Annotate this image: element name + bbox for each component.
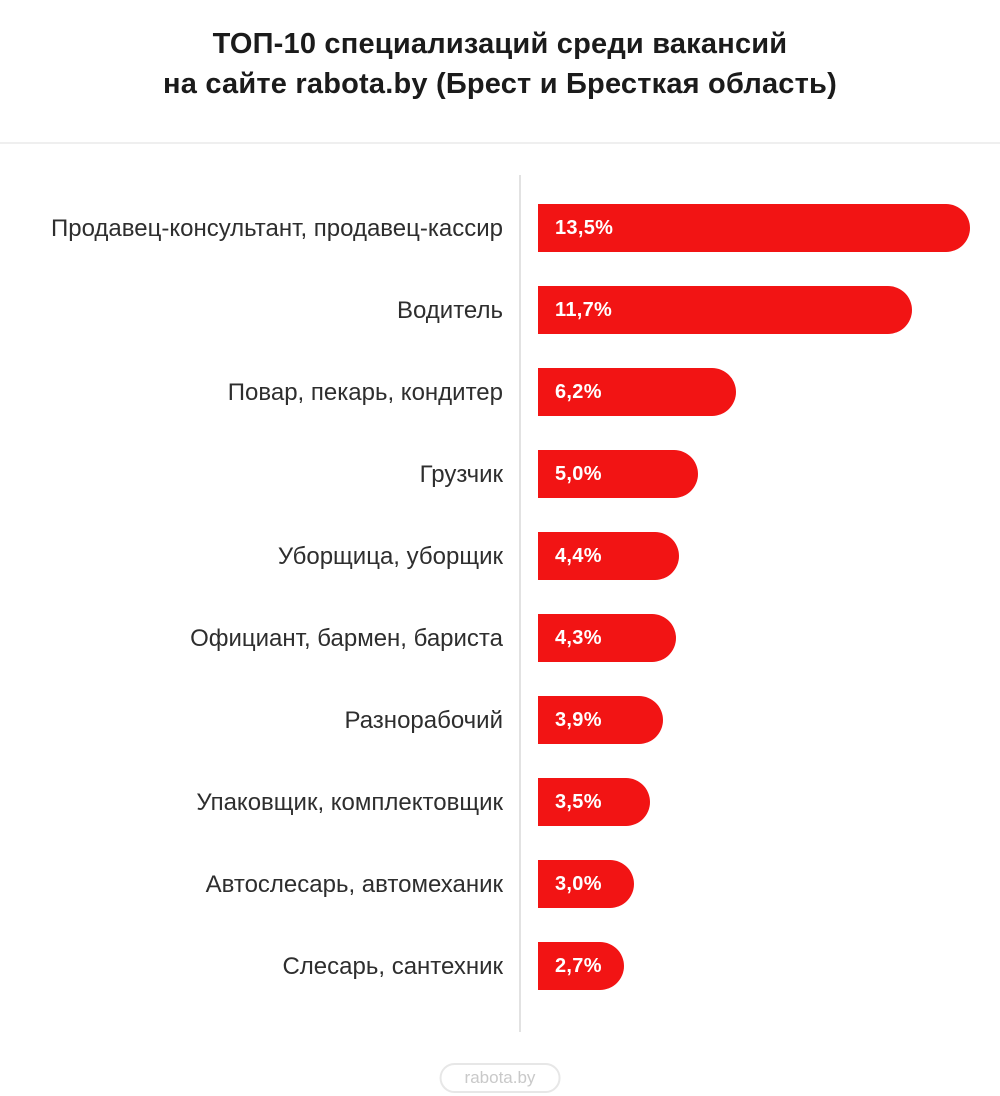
- value-label: 4,3%: [555, 626, 602, 649]
- bar: 4,4%: [538, 532, 679, 580]
- chart-row: Продавец-консультант, продавец-кассир 13,…: [0, 187, 1000, 269]
- bar-chart: Продавец-консультант, продавец-кассир 13,…: [0, 175, 1000, 1035]
- value-label: 2,7%: [555, 954, 602, 977]
- value-label: 3,5%: [555, 790, 602, 813]
- chart-row: Грузчик 5,0%: [0, 433, 1000, 515]
- category-label: Автослесарь, автомеханик: [205, 870, 503, 898]
- value-label: 5,0%: [555, 462, 602, 485]
- chart-row: Слесарь, сантехник 2,7%: [0, 925, 1000, 1007]
- value-label: 3,9%: [555, 708, 602, 731]
- category-label: Разнорабочий: [344, 706, 503, 734]
- category-label: Водитель: [396, 296, 503, 324]
- bar: 3,5%: [538, 778, 650, 826]
- chart-rows: Продавец-консультант, продавец-кассир 13,…: [0, 187, 1000, 1007]
- value-label: 4,4%: [555, 544, 602, 567]
- value-label: 3,0%: [555, 872, 602, 895]
- bar: 4,3%: [538, 614, 676, 662]
- category-label: Упаковщик, комплектовщик: [196, 788, 503, 816]
- chart-row: Упаковщик, комплектовщик 3,5%: [0, 761, 1000, 843]
- chart-row: Автослесарь, автомеханик 3,0%: [0, 843, 1000, 925]
- chart-row: Уборщица, уборщик 4,4%: [0, 515, 1000, 597]
- value-label: 13,5%: [555, 216, 614, 239]
- axis-baseline: [519, 175, 521, 1032]
- bar: 2,7%: [538, 942, 624, 990]
- rabota-by-badge-label: rabota.by: [464, 1068, 536, 1087]
- value-label: 6,2%: [555, 380, 602, 403]
- category-label: Слесарь, сантехник: [282, 952, 503, 980]
- category-label: Уборщица, уборщик: [277, 542, 503, 570]
- bar: 6,2%: [538, 368, 736, 416]
- bar: 11,7%: [538, 286, 912, 334]
- category-label: Повар, пекарь, кондитер: [227, 378, 503, 406]
- category-label: Официант, бармен, бариста: [190, 624, 503, 652]
- category-label: Грузчик: [419, 460, 503, 488]
- chart-title-line2: на сайте rabota.by (Брест и Бресткая обл…: [163, 68, 837, 100]
- chart-row: Водитель 11,7%: [0, 269, 1000, 351]
- bar: 5,0%: [538, 450, 698, 498]
- value-label: 11,7%: [555, 298, 613, 321]
- header-divider: [0, 142, 1000, 144]
- bar: 3,0%: [538, 860, 634, 908]
- chart-row: Официант, бармен, бариста 4,3%: [0, 597, 1000, 679]
- chart-row: Разнорабочий 3,9%: [0, 679, 1000, 761]
- chart-row: Повар, пекарь, кондитер 6,2%: [0, 351, 1000, 433]
- chart-title-line1: ТОП-10 специализаций среди вакансий: [212, 28, 788, 60]
- category-label: Продавец-консультант, продавец-кассир: [50, 214, 503, 242]
- bar: 3,9%: [538, 696, 663, 744]
- bar: 13,5%: [538, 204, 970, 252]
- rabota-by-badge: rabota.by: [439, 1063, 561, 1093]
- chart-title: ТОП-10 специализаций среди вакансий на с…: [0, 24, 1000, 104]
